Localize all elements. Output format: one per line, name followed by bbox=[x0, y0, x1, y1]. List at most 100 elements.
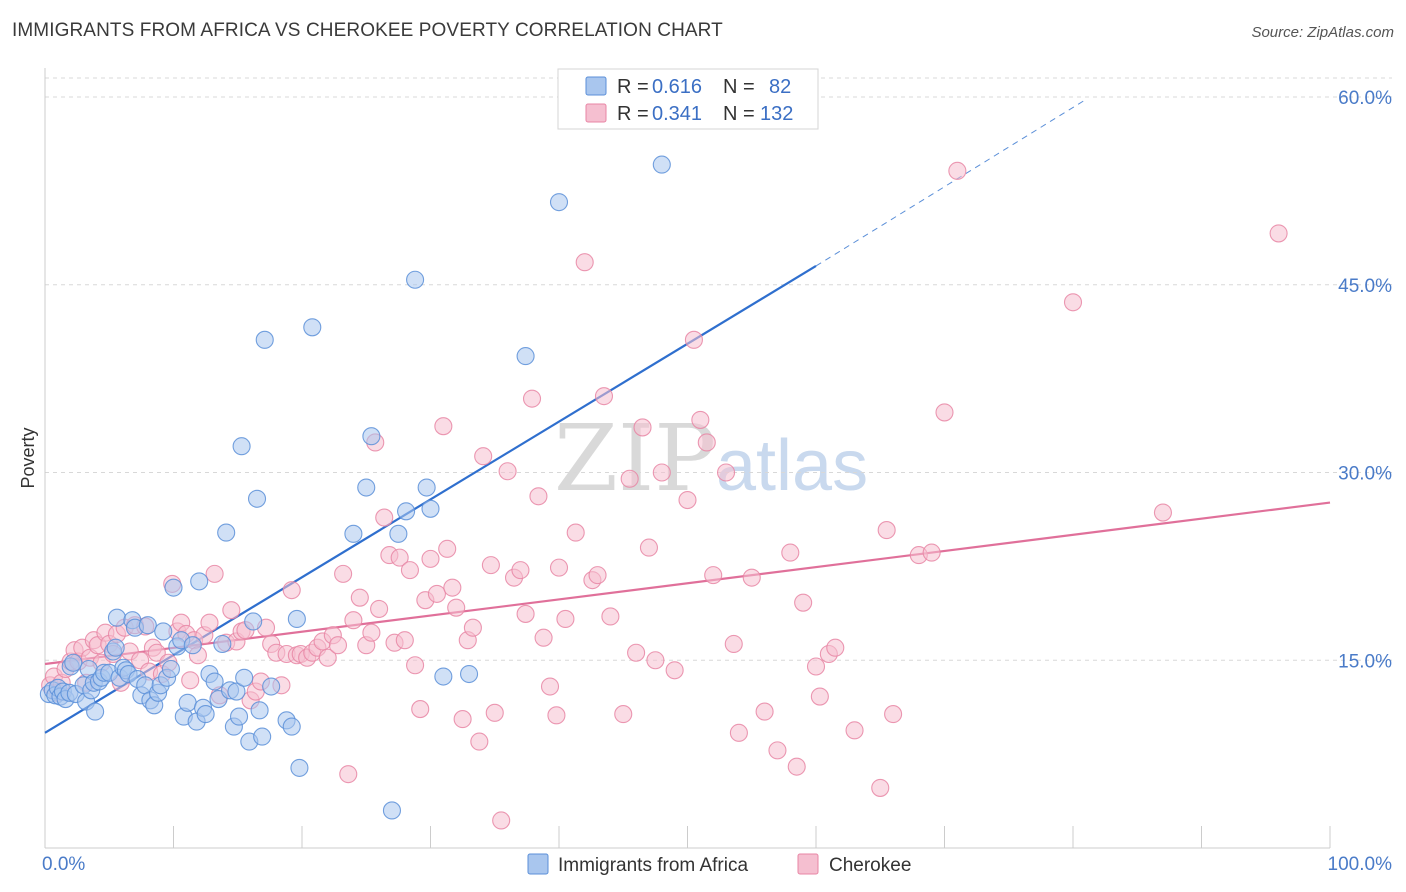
cherokee-point-127 bbox=[742, 568, 761, 587]
y-axis-label: Poverty bbox=[18, 427, 38, 488]
africa-point-67 bbox=[255, 330, 274, 349]
africa-point-9 bbox=[64, 653, 83, 672]
africa-point-82 bbox=[421, 499, 440, 518]
cherokee-point-84 bbox=[443, 578, 462, 597]
cherokee-point-88 bbox=[463, 618, 482, 637]
cherokee-point-121 bbox=[691, 410, 710, 429]
africa-point-65 bbox=[250, 701, 269, 720]
africa-point-61 bbox=[235, 668, 254, 687]
cherokee-point-114 bbox=[633, 418, 652, 437]
africa-point-68 bbox=[262, 677, 281, 696]
legend-n-value-cherokee: 132 bbox=[760, 103, 793, 125]
cherokee-point-144 bbox=[948, 161, 967, 180]
africa-point-33 bbox=[138, 616, 157, 635]
watermark: ZIP atlas bbox=[554, 405, 868, 512]
africa-point-73 bbox=[303, 318, 322, 337]
cherokee-point-115 bbox=[639, 538, 659, 557]
cherokee-point-133 bbox=[806, 657, 826, 676]
cherokee-point-97 bbox=[516, 604, 535, 623]
legend-r-value-africa: 0.616 bbox=[652, 76, 702, 98]
axes bbox=[44, 68, 1331, 849]
africa-point-81 bbox=[417, 478, 436, 497]
cherokee-point-119 bbox=[678, 490, 697, 510]
africa-point-22 bbox=[106, 638, 125, 657]
cherokee-point-130 bbox=[781, 543, 800, 562]
cherokee-point-100 bbox=[534, 628, 553, 647]
cherokee-point-106 bbox=[575, 253, 594, 272]
cherokee-point-85 bbox=[447, 598, 466, 617]
africa-point-66 bbox=[253, 727, 272, 746]
africa-point-55 bbox=[217, 523, 236, 542]
cherokee-point-53 bbox=[282, 581, 301, 600]
africa-point-80 bbox=[406, 270, 425, 289]
bottom-legend-label-africa: Immigrants from Africa bbox=[558, 855, 748, 876]
cherokee-point-118 bbox=[665, 661, 684, 680]
cherokee-point-131 bbox=[787, 757, 806, 776]
cherokee-point-138 bbox=[871, 778, 890, 797]
top-legend: R = 0.616 N = 82 R = 0.341 N = 132 bbox=[557, 68, 819, 130]
legend-swatch-africa bbox=[585, 76, 607, 96]
cherokee-point-41 bbox=[222, 601, 241, 620]
africa-point-72 bbox=[290, 758, 309, 777]
cherokee-point-81 bbox=[427, 584, 446, 603]
cherokee-point-139 bbox=[877, 521, 896, 540]
africa-point-38 bbox=[154, 622, 173, 641]
bottom-legend: Immigrants from Africa Cherokee bbox=[527, 853, 911, 876]
africa-point-87 bbox=[652, 155, 671, 174]
cherokee-point-70 bbox=[370, 599, 389, 618]
cherokee-point-89 bbox=[470, 732, 489, 751]
cherokee-point-103 bbox=[549, 558, 569, 577]
cherokee-point-93 bbox=[492, 811, 511, 830]
cherokee-point-60 bbox=[318, 648, 337, 667]
cherokee-point-147 bbox=[1269, 224, 1288, 243]
cherokee-point-26 bbox=[147, 643, 166, 662]
africa-point-50 bbox=[196, 705, 215, 724]
africa-point-63 bbox=[244, 612, 263, 631]
legend-r-label-cherokee: R = bbox=[617, 103, 649, 125]
africa-point-79 bbox=[397, 502, 416, 521]
cherokee-point-110 bbox=[601, 607, 620, 626]
y-tick-label-2: 45.0% bbox=[1338, 276, 1392, 297]
cherokee-point-123 bbox=[704, 566, 723, 585]
africa-point-52 bbox=[205, 672, 224, 691]
bottom-legend-swatch-africa bbox=[527, 853, 549, 875]
cherokee-point-68 bbox=[362, 623, 381, 642]
cherokee-point-116 bbox=[646, 651, 665, 670]
africa-point-77 bbox=[382, 801, 402, 820]
legend-swatch-cherokee bbox=[585, 103, 607, 123]
legend-r-value-cherokee: 0.341 bbox=[652, 103, 702, 125]
y-tick-labels: 15.0% 30.0% 45.0% 60.0% bbox=[1338, 88, 1392, 672]
cherokee-point-82 bbox=[434, 417, 453, 436]
africa-point-59 bbox=[229, 707, 249, 726]
cherokee-point-140 bbox=[884, 705, 903, 724]
cherokee-trend-line bbox=[44, 501, 1331, 666]
cherokee-point-126 bbox=[729, 723, 748, 742]
cherokee-point-101 bbox=[540, 677, 560, 696]
cherokee-point-80 bbox=[421, 549, 440, 568]
cherokee-point-65 bbox=[344, 611, 363, 630]
cherokee-point-108 bbox=[588, 566, 607, 585]
legend-n-label-africa: N = bbox=[723, 76, 755, 98]
africa-point-45 bbox=[178, 693, 197, 712]
africa-point-64 bbox=[247, 489, 267, 508]
cherokee-point-136 bbox=[826, 638, 845, 657]
cherokee-point-128 bbox=[755, 702, 774, 721]
africa-point-83 bbox=[434, 667, 453, 686]
africa-point-84 bbox=[459, 664, 479, 684]
cherokee-point-134 bbox=[810, 687, 829, 706]
cherokee-point-78 bbox=[411, 700, 430, 719]
legend-n-label-cherokee: N = bbox=[723, 103, 755, 125]
cherokee-point-66 bbox=[350, 588, 369, 607]
africa-point-40 bbox=[161, 659, 180, 679]
cherokee-point-96 bbox=[511, 561, 530, 580]
cherokee-point-111 bbox=[614, 705, 633, 724]
cherokee-point-90 bbox=[474, 447, 493, 466]
cherokee-point-146 bbox=[1153, 503, 1172, 522]
africa-point-86 bbox=[549, 193, 569, 212]
cherokee-point-62 bbox=[328, 636, 348, 655]
cherokee-point-91 bbox=[481, 556, 500, 575]
chart-title: IMMIGRANTS FROM AFRICA VS CHEROKEE POVER… bbox=[12, 20, 723, 41]
cherokee-point-117 bbox=[652, 463, 671, 482]
cherokee-point-86 bbox=[453, 710, 472, 729]
africa-point-70 bbox=[282, 717, 301, 736]
